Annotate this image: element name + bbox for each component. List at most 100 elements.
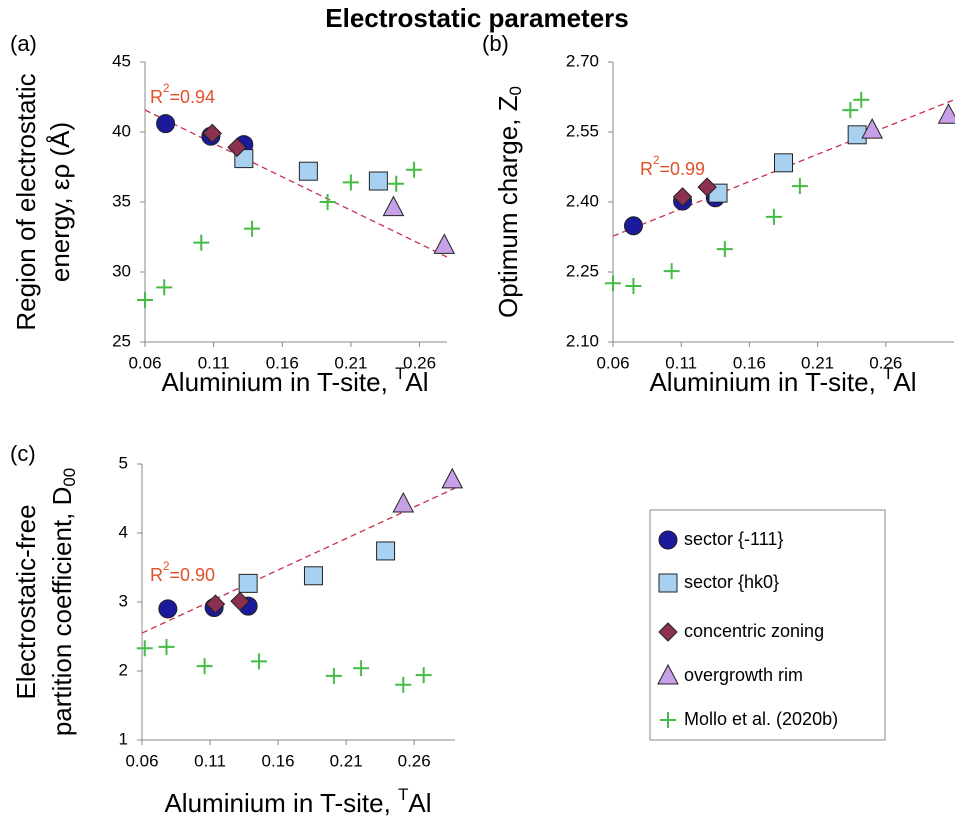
marker: [303, 566, 323, 586]
y-tick-label: 45: [112, 51, 131, 70]
text-part: energy, ερ (Å): [45, 122, 75, 282]
text-part: partition coefficient, D: [47, 487, 77, 737]
supscript: 2: [653, 154, 660, 167]
y-tick-label: 40: [112, 121, 131, 140]
text-part: =0.94: [170, 87, 216, 107]
text-part: Al: [408, 788, 431, 818]
text-part: Aluminium in T-site,: [649, 367, 883, 397]
supscript: T: [395, 364, 405, 383]
marker: [137, 292, 153, 308]
y-tick-label: 2: [119, 660, 128, 679]
text-part: Al: [405, 367, 428, 397]
legend-label: concentric zoning: [684, 621, 824, 641]
marker: [158, 638, 175, 655]
marker: [227, 137, 247, 158]
legend-label: Mollo et al. (2020b): [684, 709, 838, 729]
text-part: =0.90: [170, 565, 216, 585]
y-axis-label: Region of electrostatic: [11, 73, 41, 330]
marker: [672, 187, 693, 207]
text-part: R: [640, 159, 653, 179]
y-tick-label: 4: [119, 522, 128, 541]
marker: [205, 594, 226, 614]
y-axis-label: energy, ερ (Å): [45, 122, 75, 282]
x-tick-label: 0.06: [128, 353, 161, 372]
text-part: Al: [893, 367, 916, 397]
marker: [395, 676, 412, 693]
y-tick-label: 30: [112, 261, 131, 280]
marker: [298, 161, 318, 181]
text-part: Optimum charge, Z: [493, 95, 523, 318]
figure-title: Electrostatic parameters: [325, 3, 628, 33]
text-part: Electrostatic-free: [11, 504, 41, 699]
supscript: 2: [163, 560, 170, 573]
marker: [230, 591, 250, 612]
marker: [376, 541, 396, 561]
legend-label: sector {hk0}: [684, 572, 779, 592]
x-tick-label: 0.26: [398, 751, 431, 770]
trend-line: [144, 109, 448, 258]
panel-label: (a): [10, 31, 37, 56]
r-squared: R2=0.90: [150, 560, 215, 585]
y-tick-label: 1: [119, 729, 128, 748]
marker: [368, 171, 388, 191]
legend-marker: [658, 530, 678, 550]
x-tick-label: 0.11: [198, 353, 230, 372]
legend-label: overgrowth rim: [684, 665, 803, 685]
x-tick-label: 0.21: [330, 751, 363, 770]
marker: [244, 220, 261, 237]
x-axis-label: Aluminium in T-site, TAl: [164, 785, 431, 817]
marker: [388, 175, 405, 192]
marker: [441, 467, 464, 489]
r-squared: R2=0.99: [640, 154, 705, 179]
x-tick-label: 0.06: [596, 353, 629, 372]
supscript: 2: [163, 82, 170, 95]
y-axis-label: partition coefficient, D00: [47, 468, 80, 736]
marker: [415, 667, 432, 684]
y-tick-label: 2.70: [566, 51, 599, 70]
marker: [156, 114, 176, 134]
x-tick-label: 0.21: [801, 353, 834, 372]
marker: [193, 234, 210, 251]
text-part: Aluminium in T-site,: [161, 367, 395, 397]
legend-label: sector {-111}: [684, 529, 783, 549]
marker: [342, 174, 359, 191]
subscript: 0: [506, 86, 525, 95]
x-tick-label: 0.11: [194, 751, 226, 770]
supscript: T: [398, 785, 408, 804]
legend-box: [649, 509, 886, 741]
legend-marker: [658, 573, 678, 593]
x-tick-label: 0.06: [125, 751, 158, 770]
text-part: Region of electrostatic: [11, 73, 41, 330]
marker: [158, 599, 178, 619]
marker: [697, 177, 717, 197]
marker: [196, 658, 213, 675]
y-tick-label: 25: [112, 331, 131, 350]
x-tick-label: 0.21: [334, 353, 367, 372]
marker: [353, 660, 370, 677]
marker: [202, 123, 222, 144]
marker: [842, 102, 859, 119]
marker: [623, 216, 643, 236]
y-tick-label: 5: [119, 453, 128, 472]
supscript: T: [883, 364, 893, 383]
legend-marker: [660, 712, 676, 728]
marker: [392, 491, 415, 513]
panel-label: (c): [10, 441, 36, 466]
x-tick-label: 0.26: [403, 353, 436, 372]
marker: [663, 263, 680, 280]
marker: [625, 278, 642, 294]
marker: [238, 573, 258, 593]
marker: [853, 91, 870, 108]
text-part: =0.99: [660, 159, 706, 179]
marker: [774, 153, 793, 173]
marker: [716, 241, 733, 258]
marker: [433, 233, 456, 254]
text-part: R: [150, 565, 163, 585]
marker: [136, 640, 153, 657]
subscript: 00: [60, 468, 79, 487]
trend-line: [141, 487, 456, 634]
y-axis-label: Electrostatic-free: [11, 504, 41, 699]
marker: [765, 208, 782, 225]
y-tick-label: 2.55: [566, 121, 599, 140]
